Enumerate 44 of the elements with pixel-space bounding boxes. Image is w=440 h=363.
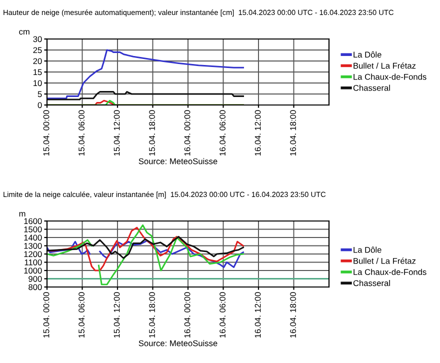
legend-label: La Chaux-de-Fonds bbox=[354, 74, 426, 80]
y-tick-label: 15 bbox=[34, 69, 42, 76]
x-tick-label: 16.04. 12:00 bbox=[254, 110, 261, 156]
x-tick-label: 16.04. 00:00 bbox=[184, 292, 190, 338]
x-tick-label: 15.04. 12:00 bbox=[114, 110, 120, 156]
legend-label: La Dôle bbox=[354, 246, 382, 253]
y-axis-title: m bbox=[19, 212, 26, 217]
x-tick-label: 15.04. 06:00 bbox=[78, 110, 84, 156]
y-tick-label: 25 bbox=[33, 47, 42, 54]
x-tick-label: 15.04. 00:00 bbox=[43, 110, 50, 156]
x-tick-label: 16.04. 18:00 bbox=[290, 292, 296, 338]
x-tick-label: 15.04. 06:00 bbox=[78, 292, 84, 338]
y-tick-label: 1100 bbox=[24, 259, 42, 266]
legend-label: La Chaux-de-Fonds bbox=[354, 268, 426, 275]
y-tick-label: 1200 bbox=[24, 251, 42, 258]
y-tick-label: 10 bbox=[34, 80, 42, 86]
legend-label: Bullet / La Frétaz bbox=[354, 258, 416, 264]
y-axis-title: cm bbox=[19, 30, 30, 35]
x-tick-label: 16.04. 06:00 bbox=[220, 110, 226, 156]
y-tick-label: 5 bbox=[38, 91, 42, 98]
x-tick-label: 16.04. 18:00 bbox=[290, 110, 296, 156]
x-tick-label: 15.04. 18:00 bbox=[149, 110, 155, 156]
x-tick-label: 16.04. 06:00 bbox=[220, 292, 226, 338]
y-tick-label: 1300 bbox=[24, 242, 42, 249]
x-tick-label: 15.04. 18:00 bbox=[149, 292, 155, 338]
y-tick-label: 800 bbox=[28, 284, 42, 290]
y-tick-label: 20 bbox=[33, 58, 42, 64]
legend-label: La Dôle bbox=[354, 51, 382, 58]
x-tick-label: 16.04. 00:00 bbox=[184, 110, 190, 156]
x-tick-label: 15.04. 12:00 bbox=[114, 292, 120, 338]
legend-label: Chasseral bbox=[353, 84, 390, 91]
x-tick-label: 15.04. 00:00 bbox=[43, 292, 50, 338]
y-tick-label: 1400 bbox=[24, 234, 42, 241]
legend-label: Chasseral bbox=[353, 280, 390, 286]
y-tick-label: 1600 bbox=[24, 218, 42, 224]
y-tick-label: 1500 bbox=[24, 226, 42, 232]
y-tick-label: 30 bbox=[33, 36, 42, 42]
source-note: Source: MeteoSuisse bbox=[138, 340, 218, 346]
source-note: Source: MeteoSuisse bbox=[138, 158, 218, 164]
y-tick-label: 0 bbox=[38, 102, 42, 108]
x-tick-label: 16.04. 12:00 bbox=[254, 292, 261, 338]
legend-label: Bullet / La Frétaz bbox=[354, 62, 416, 69]
y-tick-label: 900 bbox=[28, 276, 42, 282]
y-tick-label: 1000 bbox=[24, 268, 42, 274]
